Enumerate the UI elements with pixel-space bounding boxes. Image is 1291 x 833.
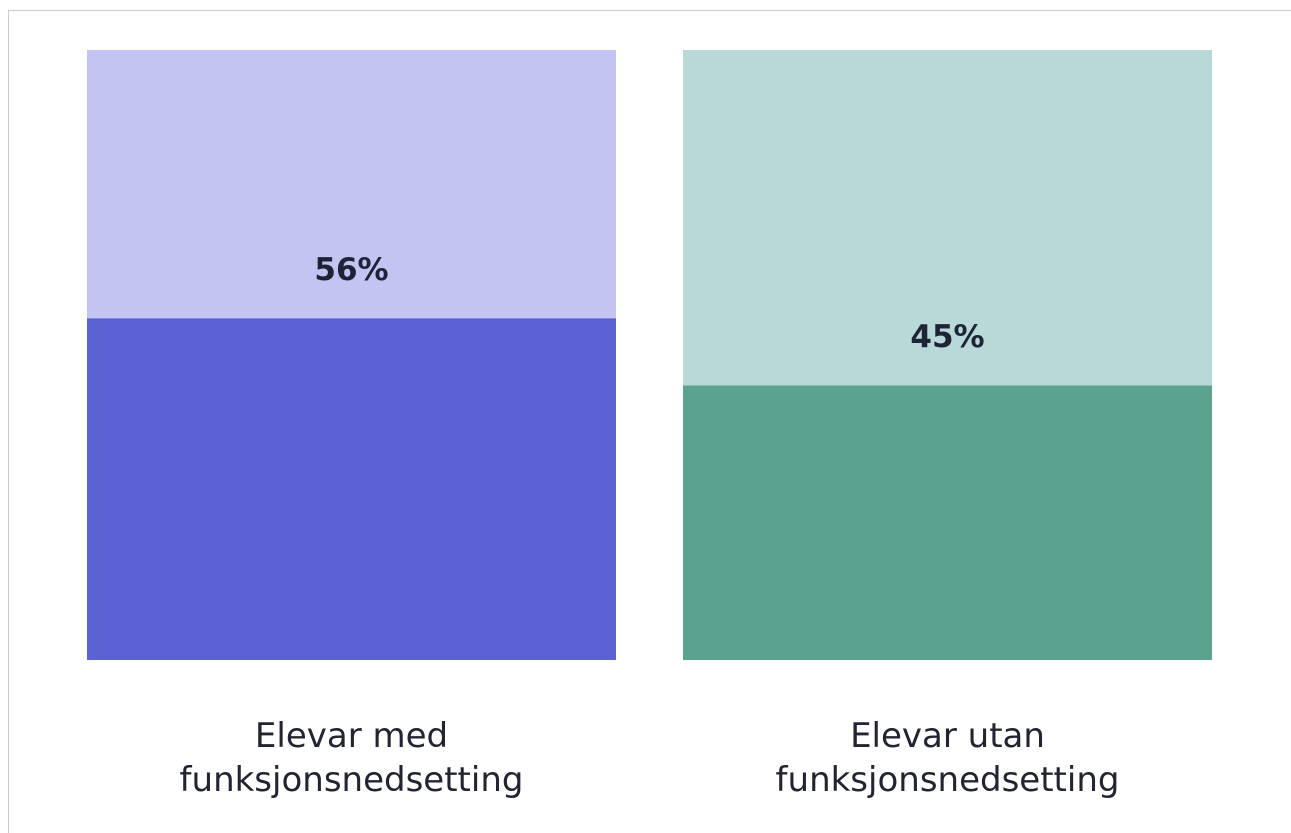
bar (87, 318, 616, 660)
bar (683, 385, 1212, 660)
category-label: Elevar utan funksjonsnedsetting (775, 716, 1120, 800)
category-label: Elevar med funksjonsnedsetting (179, 716, 524, 800)
frame (8, 10, 1291, 833)
value-label: 45% (910, 319, 984, 355)
value-label: 56% (314, 252, 388, 288)
